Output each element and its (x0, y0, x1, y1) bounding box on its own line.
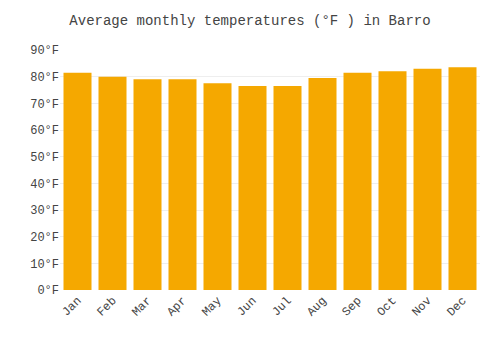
svg-text:80°F: 80°F (30, 71, 59, 85)
svg-text:40°F: 40°F (30, 178, 59, 192)
svg-text:Mar: Mar (129, 294, 154, 319)
svg-text:Sep: Sep (339, 294, 364, 319)
svg-text:90°F: 90°F (30, 44, 59, 58)
svg-text:70°F: 70°F (30, 98, 59, 112)
svg-text:Jun: Jun (234, 294, 259, 319)
svg-text:20°F: 20°F (30, 231, 59, 245)
svg-text:Feb: Feb (94, 294, 119, 319)
svg-text:50°F: 50°F (30, 151, 59, 165)
svg-text:Dec: Dec (444, 294, 469, 319)
svg-text:Aug: Aug (304, 294, 329, 319)
svg-text:10°F: 10°F (30, 258, 59, 272)
svg-text:Oct: Oct (374, 294, 399, 319)
svg-text:60°F: 60°F (30, 124, 59, 138)
svg-text:May: May (199, 294, 224, 319)
svg-text:Nov: Nov (409, 294, 434, 319)
svg-text:Jan: Jan (59, 294, 84, 319)
svg-text:Jul: Jul (269, 294, 294, 319)
svg-text:Apr: Apr (164, 294, 189, 319)
svg-text:0°F: 0°F (37, 284, 59, 298)
svg-text:30°F: 30°F (30, 204, 59, 218)
svg-text:Average monthly temperatures (: Average monthly temperatures (°F ) in Ba… (69, 13, 430, 29)
